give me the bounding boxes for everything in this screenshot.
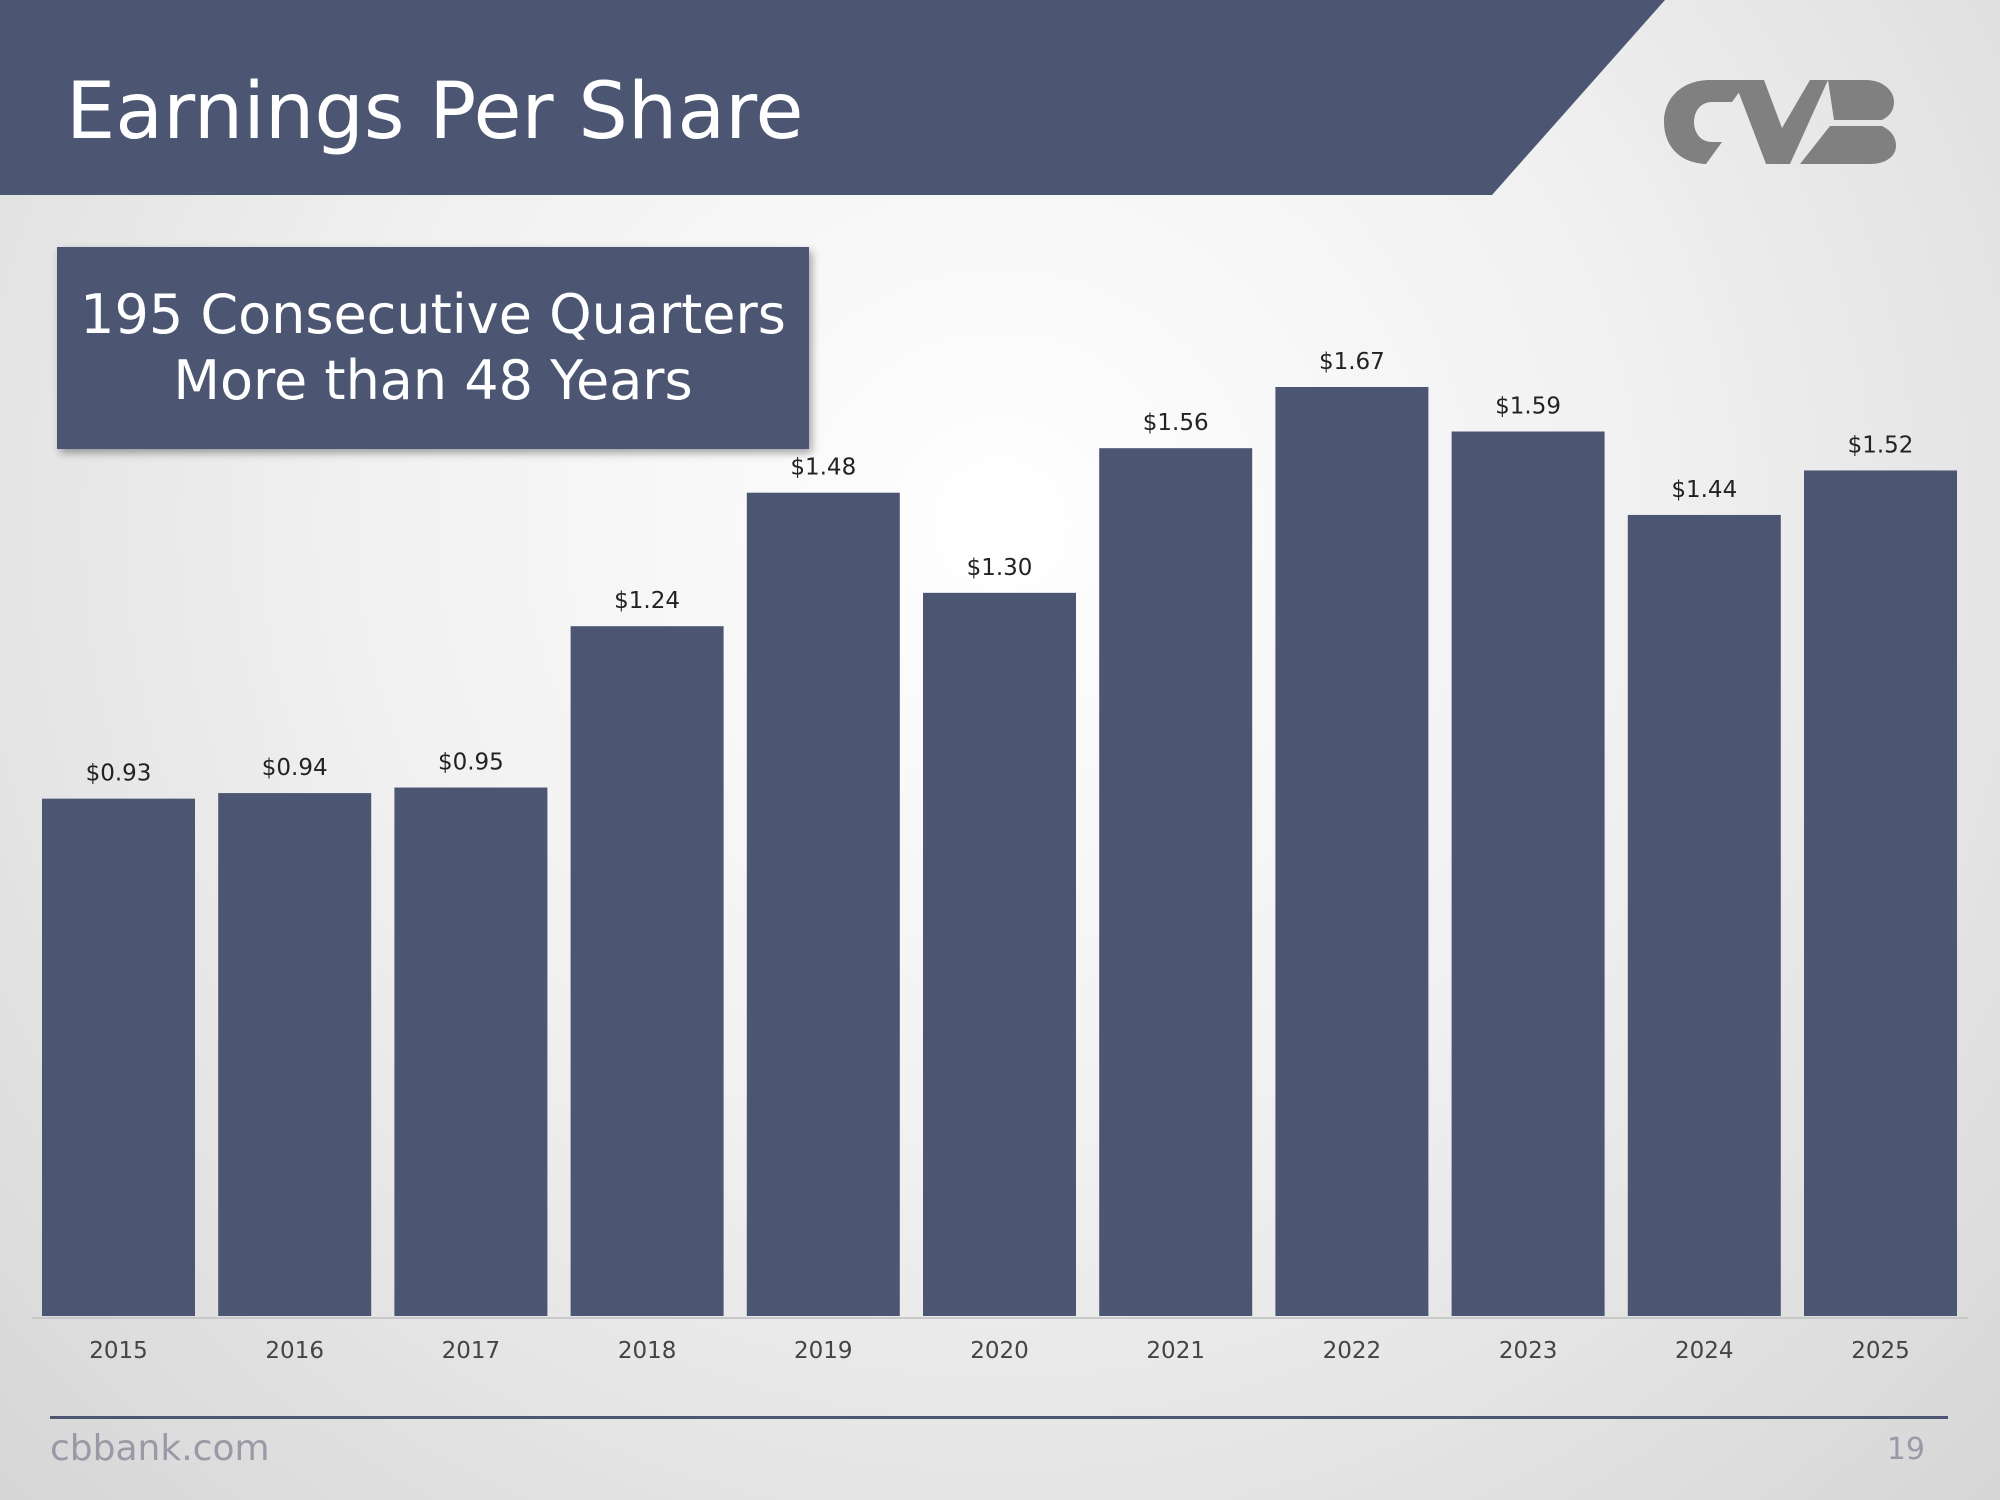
bar-2024 <box>1627 514 1781 1316</box>
bar-2019 <box>746 492 900 1317</box>
value-label-2025: $1.52 <box>1848 432 1914 458</box>
callout-line-1: 195 Consecutive Quarters <box>80 283 786 346</box>
value-label-2020: $1.30 <box>967 555 1033 581</box>
tick-label-2015: 2015 <box>89 1338 148 1364</box>
value-label-2023: $1.59 <box>1495 394 1561 420</box>
tick-label-2019: 2019 <box>794 1338 853 1364</box>
tick-label-2023: 2023 <box>1499 1338 1558 1364</box>
page-title: Earnings Per Share <box>66 67 804 157</box>
bar-2025 <box>1804 470 1957 1316</box>
bar-2022 <box>1275 387 1429 1316</box>
tick-label-2025: 2025 <box>1851 1338 1910 1364</box>
bar-2016 <box>218 793 372 1316</box>
header-bar <box>0 0 1665 195</box>
value-label-2018: $1.24 <box>614 588 680 614</box>
tick-label-2022: 2022 <box>1323 1338 1382 1364</box>
bar-2020 <box>923 592 1076 1316</box>
bar-2023 <box>1451 431 1605 1316</box>
cvb-logo-icon <box>1664 80 1896 164</box>
value-label-2019: $1.48 <box>790 455 856 481</box>
callout-line-2: More than 48 Years <box>173 349 693 412</box>
bar-2021 <box>1099 448 1253 1316</box>
tick-labels-group: 2015 2016 2017 2018 2019 2020 2021 2022 2023 2024… <box>89 1338 1910 1364</box>
tick-label-2020: 2020 <box>970 1338 1029 1364</box>
value-label-2024: $1.44 <box>1671 477 1737 503</box>
value-labels-group: $0.93 $0.94 $0.95 $1.24 $1.48 $1.30 $1.56 $1.67… <box>86 349 1914 787</box>
callout-box: 195 Consecutive Quarters More than 48 Ye… <box>57 247 809 449</box>
bars-group <box>42 387 1957 1317</box>
bar-2017 <box>394 787 548 1316</box>
tick-label-2017: 2017 <box>442 1338 501 1364</box>
value-label-2021: $1.56 <box>1143 410 1209 436</box>
value-label-2016: $0.94 <box>262 755 328 781</box>
bar-2015 <box>42 798 195 1316</box>
tick-label-2024: 2024 <box>1675 1338 1734 1364</box>
tick-label-2016: 2016 <box>265 1338 324 1364</box>
page-number: 19 <box>1886 1432 1925 1467</box>
footer-site: cbbank.com <box>50 1428 270 1469</box>
bar-2018 <box>570 626 724 1316</box>
tick-label-2018: 2018 <box>618 1338 677 1364</box>
value-label-2017: $0.95 <box>438 750 504 776</box>
tick-label-2021: 2021 <box>1146 1338 1205 1364</box>
value-label-2022: $1.67 <box>1319 349 1385 375</box>
eps-bar-chart: $0.93 $0.94 $0.95 $1.24 $1.48 $1.30 $1.56 $1.67… <box>32 349 1968 1364</box>
value-label-2015: $0.93 <box>86 761 152 787</box>
footer-rule <box>50 1416 1948 1419</box>
